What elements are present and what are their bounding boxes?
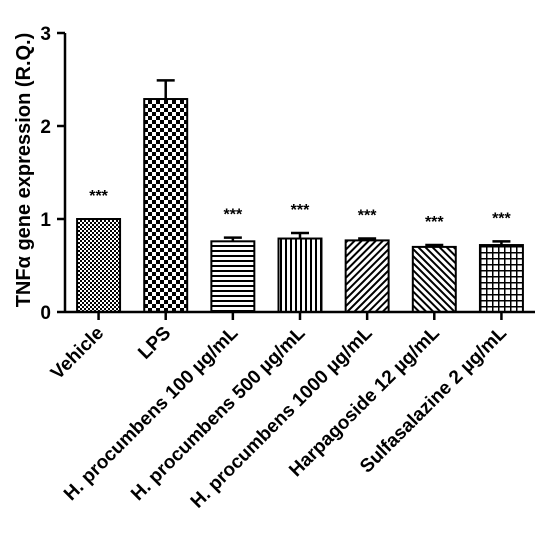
bars: *** *** *** *** *** ***: [76, 79, 524, 314]
y-tick-label: 1: [40, 210, 51, 231]
bar-4: [277, 237, 323, 313]
significance-label: ***: [291, 202, 310, 219]
bar-1: [76, 218, 122, 313]
y-axis-title: TNFα gene expression (R.Q.): [13, 33, 35, 308]
y-tick-label: 2: [40, 117, 51, 138]
significance-label: ***: [358, 208, 377, 225]
bar-7: [478, 244, 524, 313]
bar-5: [344, 239, 390, 313]
bar-3: [210, 240, 256, 314]
bar-6: [411, 245, 457, 313]
y-axis: 0 1 2 3: [40, 24, 67, 324]
bar-2: [143, 98, 189, 313]
x-category-label: Vehicle: [47, 323, 108, 384]
significance-label: ***: [224, 207, 243, 224]
x-category-label: LPS: [134, 323, 175, 364]
significance-label: ***: [89, 188, 108, 205]
significance-label: ***: [492, 210, 511, 227]
significance-label: ***: [425, 214, 444, 231]
y-tick-label: 3: [40, 24, 51, 45]
y-tick-label: 0: [40, 303, 51, 324]
